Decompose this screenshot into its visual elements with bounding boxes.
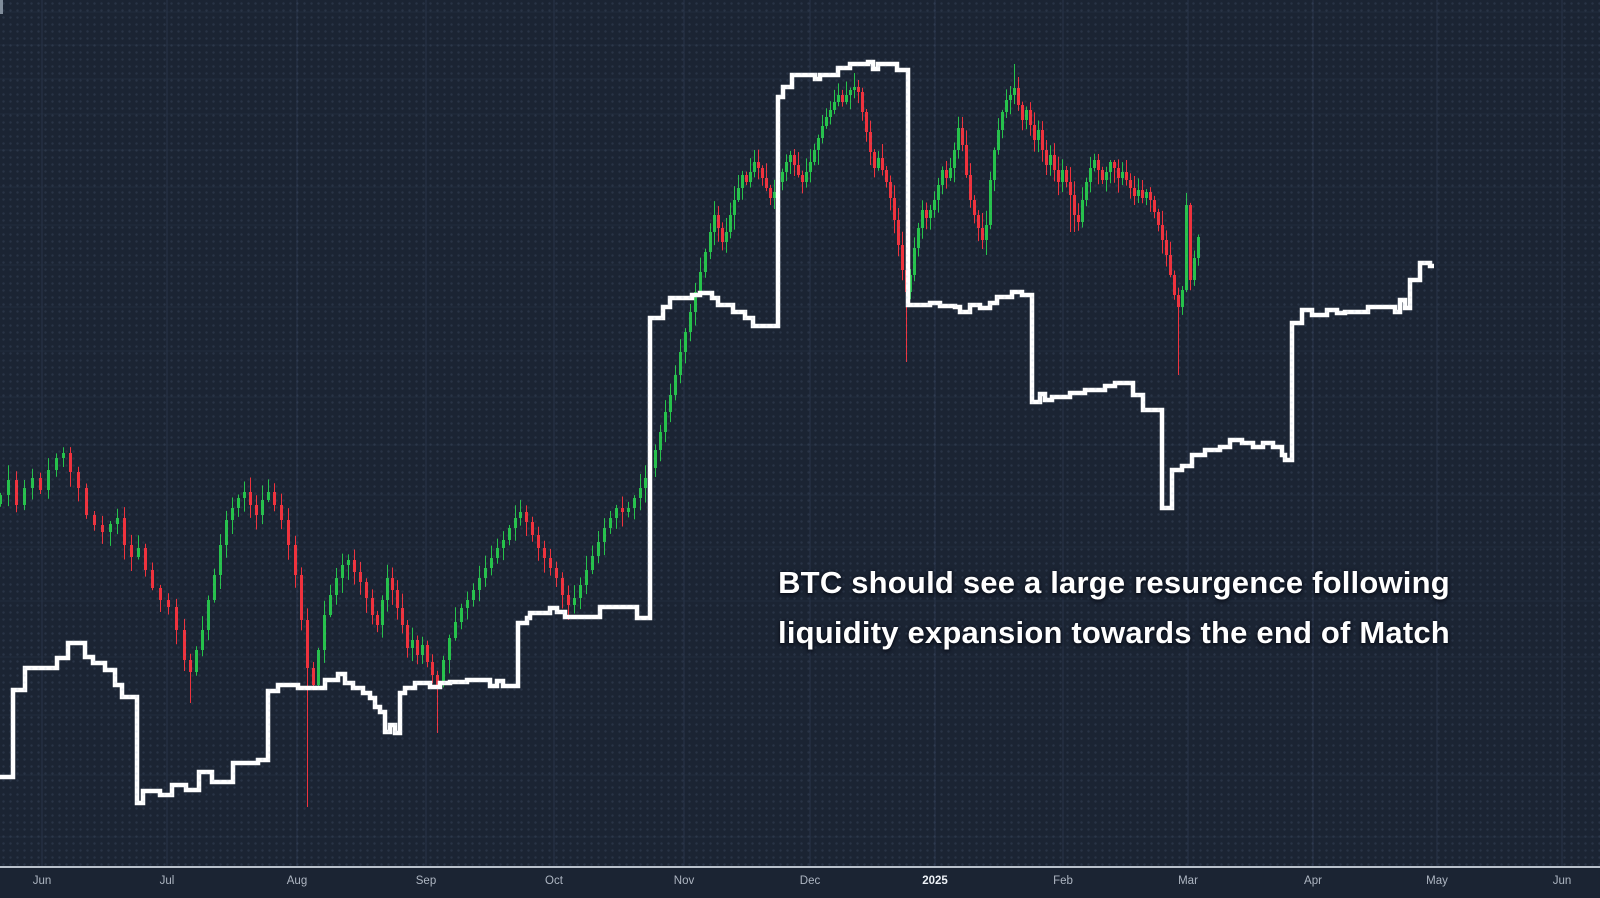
price-chart-area[interactable]: [0, 0, 1600, 866]
time-axis-label-2025: 2025: [922, 875, 948, 887]
time-axis[interactable]: Jun Jul Aug Sep Oct Nov Dec 2025 Feb Mar Apr May Jun: [0, 866, 1600, 898]
time-axis-label-oct: Oct: [545, 875, 563, 887]
time-axis-label-jun: Jun: [32, 875, 52, 887]
time-axis-label-aug: Aug: [286, 875, 308, 887]
chart-annotation-text: BTC should see a large resurgence follow…: [728, 558, 1500, 658]
horizontal-gridlines: [0, 11, 1600, 838]
time-axis-label-dec: Dec: [799, 875, 821, 887]
time-axis-label-sep: Sep: [415, 875, 437, 887]
time-axis-label-jul: Jul: [159, 875, 175, 887]
liquidity-step-line: [0, 59, 1434, 806]
time-axis-label-mar: Mar: [1178, 875, 1198, 887]
price-chart-canvas[interactable]: [0, 0, 1600, 866]
btc-candles-layer: [0, 64, 1200, 807]
time-axis-label-nov: Nov: [673, 875, 695, 887]
cropped-ui-artifact: [0, 0, 3, 14]
time-axis-label-may: May: [1426, 875, 1448, 887]
vertical-gridlines: [41, 0, 1563, 866]
annotation-line-1: BTC should see a large resurgence follow…: [778, 565, 1450, 600]
annotation-line-2: liquidity expansion towards the end of M…: [778, 615, 1450, 650]
time-axis-label-jun: Jun: [1552, 875, 1572, 887]
time-axis-label-feb: Feb: [1053, 875, 1073, 887]
time-axis-label-apr: Apr: [1304, 875, 1322, 887]
